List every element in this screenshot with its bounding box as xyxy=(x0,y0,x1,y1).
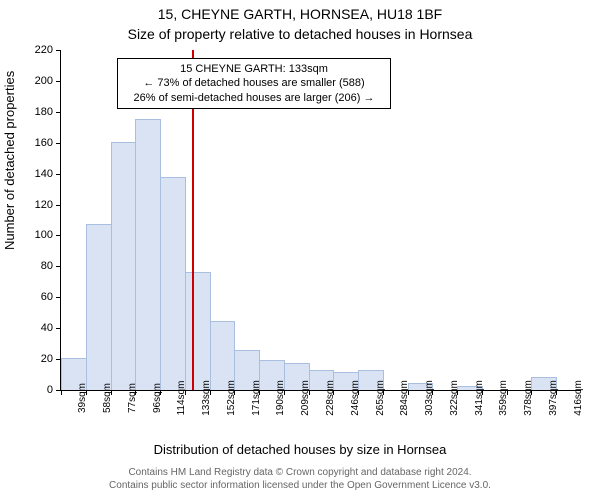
x-tick-mark xyxy=(556,390,557,395)
x-axis-label: Distribution of detached houses by size … xyxy=(0,442,600,457)
y-tick-mark xyxy=(56,50,61,51)
x-tick-mark xyxy=(531,390,532,395)
y-tick-label: 120 xyxy=(23,199,53,211)
y-tick-label: 40 xyxy=(23,322,53,334)
annotation-box: 15 CHEYNE GARTH: 133sqm← 73% of detached… xyxy=(117,58,391,109)
x-tick-mark xyxy=(358,390,359,395)
y-tick-label: 200 xyxy=(23,75,53,87)
y-tick-label: 140 xyxy=(23,168,53,180)
x-tick-mark xyxy=(383,390,384,395)
x-tick-mark xyxy=(309,390,310,395)
chart-subtitle: Size of property relative to detached ho… xyxy=(0,26,600,42)
y-tick-mark xyxy=(56,328,61,329)
annotation-line3: 26% of semi-detached houses are larger (… xyxy=(123,91,385,105)
y-tick-mark xyxy=(56,81,61,82)
x-tick-mark xyxy=(86,390,87,395)
y-tick-label: 220 xyxy=(23,44,53,56)
x-tick-mark xyxy=(234,390,235,395)
y-tick-mark xyxy=(56,235,61,236)
x-tick-mark xyxy=(259,390,260,395)
histogram-chart: 02040608010012014016018020022039sqm58sqm… xyxy=(60,50,581,391)
footer-attribution: Contains HM Land Registry data © Crown c… xyxy=(0,466,600,492)
x-tick-mark xyxy=(160,390,161,395)
footer-line2: Contains public sector information licen… xyxy=(109,480,491,491)
y-tick-mark xyxy=(56,297,61,298)
y-tick-mark xyxy=(56,143,61,144)
x-tick-mark xyxy=(408,390,409,395)
histogram-bar xyxy=(135,119,161,390)
y-tick-label: 100 xyxy=(23,229,53,241)
x-tick-mark xyxy=(507,390,508,395)
x-tick-mark xyxy=(432,390,433,395)
histogram-bar xyxy=(111,142,137,390)
y-tick-mark xyxy=(56,205,61,206)
y-tick-mark xyxy=(56,112,61,113)
x-tick-mark xyxy=(333,390,334,395)
x-tick-mark xyxy=(61,390,62,395)
annotation-line1: 15 CHEYNE GARTH: 133sqm xyxy=(123,62,385,76)
x-tick-mark xyxy=(185,390,186,395)
histogram-bar xyxy=(160,177,186,390)
y-tick-label: 80 xyxy=(23,260,53,272)
histogram-bar xyxy=(185,272,211,390)
x-tick-mark xyxy=(210,390,211,395)
y-axis-label: Number of detached properties xyxy=(2,71,17,250)
x-tick-mark xyxy=(284,390,285,395)
x-tick-mark xyxy=(482,390,483,395)
chart-title: 15, CHEYNE GARTH, HORNSEA, HU18 1BF xyxy=(0,6,600,22)
x-tick-mark xyxy=(457,390,458,395)
annotation-line2: ← 73% of detached houses are smaller (58… xyxy=(123,76,385,90)
y-tick-label: 60 xyxy=(23,291,53,303)
histogram-bar xyxy=(86,224,112,390)
y-tick-mark xyxy=(56,174,61,175)
y-tick-mark xyxy=(56,266,61,267)
y-tick-label: 20 xyxy=(23,353,53,365)
y-tick-label: 0 xyxy=(23,384,53,396)
y-tick-label: 160 xyxy=(23,137,53,149)
footer-line1: Contains HM Land Registry data © Crown c… xyxy=(128,467,471,478)
x-tick-mark xyxy=(135,390,136,395)
x-tick-mark xyxy=(111,390,112,395)
y-tick-label: 180 xyxy=(23,106,53,118)
